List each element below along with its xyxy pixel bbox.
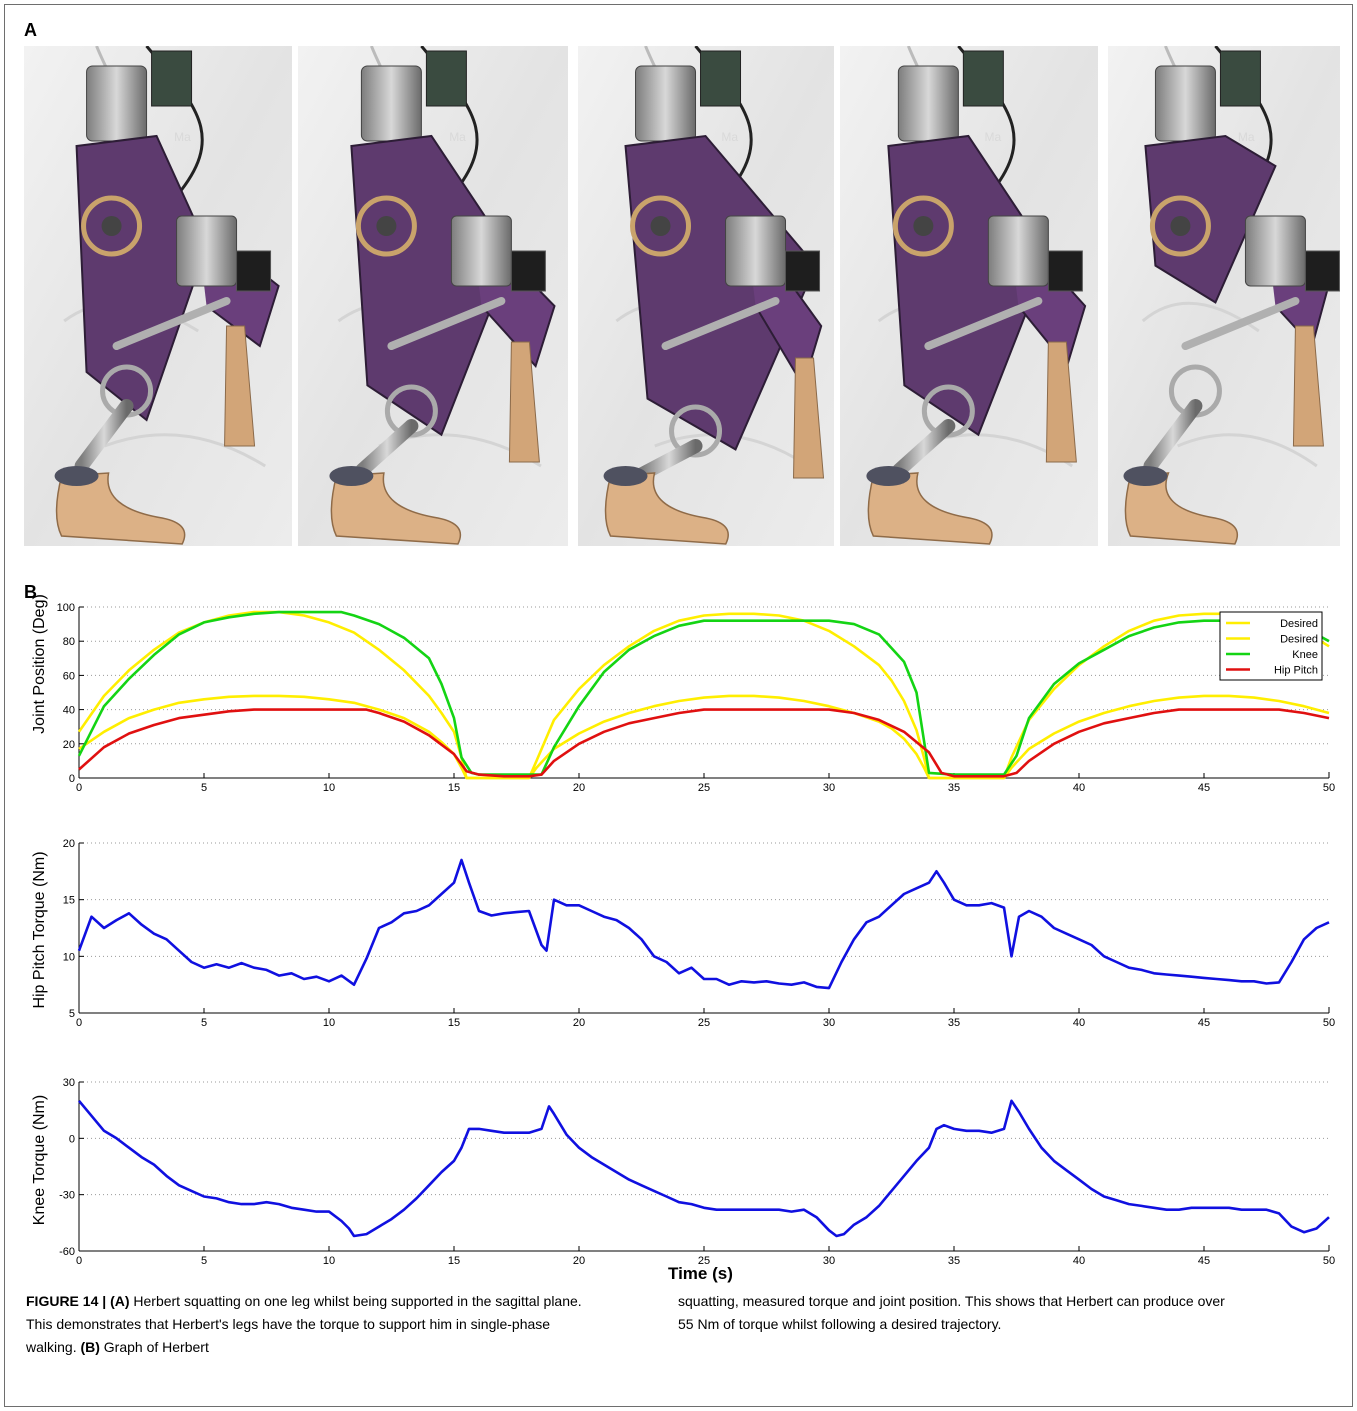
x-tick-label: 15 bbox=[448, 782, 460, 794]
panel-label-a: A bbox=[24, 20, 37, 40]
svg-text:Ma: Ma bbox=[721, 130, 738, 144]
x-tick-label: 35 bbox=[948, 1017, 960, 1029]
y-tick-label: 0 bbox=[69, 773, 75, 785]
x-tick-label: 10 bbox=[323, 782, 335, 794]
x-tick-label: 0 bbox=[76, 1017, 82, 1029]
robot-photo-5: Ma bbox=[1108, 46, 1340, 546]
caption-a-text: Herbert squatting on one leg whilst bein… bbox=[26, 1293, 582, 1355]
x-tick-label: 35 bbox=[948, 782, 960, 794]
x-tick-label: 5 bbox=[201, 1017, 207, 1029]
chart-3: -60 -30 0 30 0 5 10 15 20 25 30 35 40 45 50 bbox=[59, 1077, 1335, 1267]
x-tick-label: 50 bbox=[1323, 1017, 1335, 1029]
svg-text:Ma: Ma bbox=[1238, 130, 1255, 144]
x-tick-label: 40 bbox=[1073, 782, 1085, 794]
y-tick-label: 60 bbox=[63, 670, 75, 682]
legend-entry: Desired bbox=[1280, 618, 1318, 630]
caption-b-tag: (B) bbox=[80, 1339, 100, 1355]
x-tick-label: 35 bbox=[948, 1255, 960, 1267]
panel-label-b: B bbox=[24, 582, 37, 602]
y-tick-label: 40 bbox=[63, 705, 75, 717]
svg-text:Ma: Ma bbox=[984, 130, 1001, 144]
x-tick-label: 30 bbox=[823, 1017, 835, 1029]
series-line-1 bbox=[77, 858, 1330, 990]
y-tick-label: 10 bbox=[63, 951, 75, 963]
series-line-1 bbox=[78, 1099, 1330, 1238]
series-line-4 bbox=[78, 708, 1330, 778]
x-tick-label: 10 bbox=[323, 1255, 335, 1267]
y-tick-label: -30 bbox=[59, 1190, 75, 1202]
x-tick-label: 30 bbox=[823, 1255, 835, 1267]
x-tick-label: 20 bbox=[573, 782, 585, 794]
figure-frame bbox=[4, 4, 1353, 1407]
x-tick-label: 15 bbox=[448, 1255, 460, 1267]
caption-left: FIGURE 14 | (A) Herbert squatting on one… bbox=[26, 1290, 596, 1359]
x-tick-label: 20 bbox=[573, 1255, 585, 1267]
legend-entry: Knee bbox=[1292, 649, 1318, 661]
y-tick-label: 20 bbox=[63, 739, 75, 751]
legend-entry: Hip Pitch bbox=[1274, 665, 1318, 677]
x-tick-label: 5 bbox=[201, 782, 207, 794]
y-tick-label: 20 bbox=[63, 838, 75, 850]
x-tick-label: 10 bbox=[323, 1017, 335, 1029]
x-tick-label: 25 bbox=[698, 1017, 710, 1029]
robot-photo-2: Ma bbox=[298, 46, 568, 546]
robot-photo-1: Ma bbox=[24, 46, 292, 546]
robot-photo-3: Ma bbox=[578, 46, 834, 546]
x-tick-label: 45 bbox=[1198, 1017, 1210, 1029]
y-tick-label: 100 bbox=[57, 602, 75, 614]
svg-text:Ma: Ma bbox=[449, 130, 466, 144]
x-tick-label: 0 bbox=[76, 782, 82, 794]
y-tick-label: 5 bbox=[69, 1008, 75, 1020]
series-line-2 bbox=[78, 694, 1330, 780]
x-tick-label: 25 bbox=[698, 1255, 710, 1267]
series-line-3 bbox=[77, 610, 1330, 776]
robot-photo-4: Ma bbox=[840, 46, 1098, 546]
y-tick-label: 80 bbox=[63, 636, 75, 648]
x-tick-label: 0 bbox=[76, 1255, 82, 1267]
x-tick-label: 20 bbox=[573, 1017, 585, 1029]
y-tick-label: -60 bbox=[59, 1246, 75, 1258]
y-tick-label: 30 bbox=[63, 1077, 75, 1089]
y-tick-label: 15 bbox=[63, 895, 75, 907]
x-tick-label: 30 bbox=[823, 782, 835, 794]
x-tick-label: 45 bbox=[1198, 1255, 1210, 1267]
x-tick-label: 15 bbox=[448, 1017, 460, 1029]
x-tick-label: 45 bbox=[1198, 782, 1210, 794]
x-tick-label: 5 bbox=[201, 1255, 207, 1267]
legend: Desired Desired Knee Hip Pitch bbox=[1219, 611, 1323, 681]
caption-label: FIGURE 14 | bbox=[26, 1293, 111, 1309]
x-tick-label: 50 bbox=[1323, 1255, 1335, 1267]
y-tick-label: 0 bbox=[69, 1133, 75, 1145]
caption-b-text: Graph of Herbert bbox=[99, 1339, 209, 1355]
x-tick-label: 40 bbox=[1073, 1017, 1085, 1029]
x-tick-label: 40 bbox=[1073, 1255, 1085, 1267]
x-tick-label: 50 bbox=[1323, 782, 1335, 794]
x-tick-label: 25 bbox=[698, 782, 710, 794]
caption-right: squatting, measured torque and joint pos… bbox=[678, 1293, 1225, 1332]
legend-entry: Desired bbox=[1280, 634, 1318, 646]
svg-text:Ma: Ma bbox=[174, 130, 191, 144]
caption-a-tag: (A) bbox=[110, 1293, 130, 1309]
time-xlabel: Time (s) bbox=[668, 1264, 733, 1283]
